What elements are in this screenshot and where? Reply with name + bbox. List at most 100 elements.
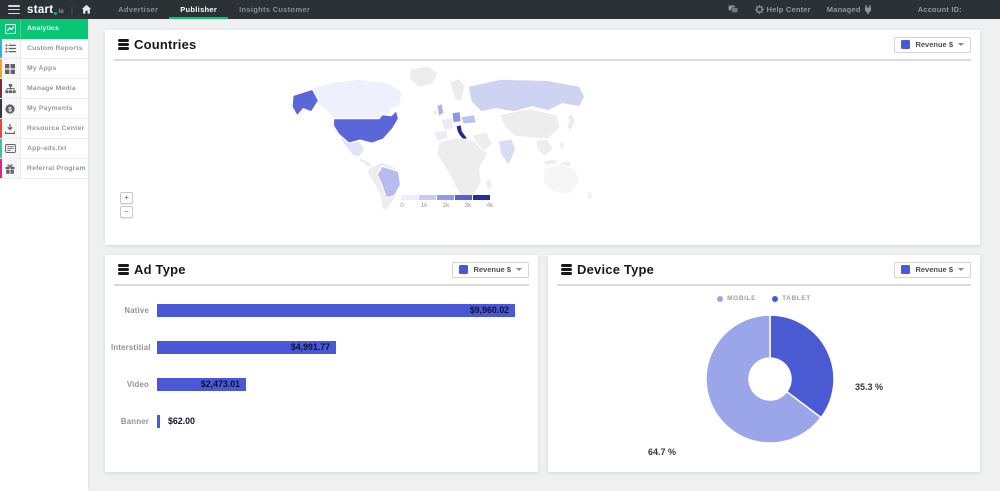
analytics-chart-icon <box>0 19 21 38</box>
sidebar-item-resource-center[interactable]: Resource Center <box>0 119 88 139</box>
map-country-mexico[interactable] <box>338 133 366 158</box>
metric-color-swatch <box>901 40 911 49</box>
map-country-africa[interactable] <box>436 137 488 200</box>
metric-color-swatch <box>459 265 469 274</box>
map-country-spain[interactable] <box>433 129 449 142</box>
bar-row-video: Video $2,473.01 <box>111 378 526 391</box>
main-tabs: Advertiser Publisher Insights Customer <box>107 0 321 19</box>
start-io-logo[interactable]: start io <box>27 4 64 16</box>
sidebar-item-my-payments[interactable]: $ My Payments <box>0 99 88 119</box>
bar-banner[interactable]: $62.00 <box>157 415 195 428</box>
metric-color-swatch <box>901 265 911 274</box>
ad-type-bar-chart: Native $9,960.02 Interstitial $4,991.77 … <box>105 286 538 428</box>
map-country-se-asia[interactable] <box>535 138 554 157</box>
bar-video[interactable]: $2,473.01 <box>157 378 246 391</box>
home-icon[interactable] <box>80 3 93 16</box>
bar-row-native: Native $9,960.02 <box>111 304 526 317</box>
map-country-canada[interactable] <box>311 78 403 120</box>
countries-card: Countries Revenue $ <box>105 30 980 245</box>
donut-slice-mobile[interactable] <box>705 314 823 444</box>
map-color-legend: - 0 1k 2k 3k 4k <box>389 189 494 209</box>
map-country-greenland[interactable] <box>409 65 439 88</box>
device-type-card-title: Device Type <box>577 262 655 277</box>
map-country-central-america[interactable] <box>358 156 374 168</box>
map-zoom-in-button[interactable]: + <box>120 192 133 204</box>
map-country-middle-east[interactable] <box>471 131 494 152</box>
logo-green-dot <box>54 11 58 15</box>
device-type-donut-chart: 35.3 % 64.7 % <box>548 302 980 462</box>
map-country-madagascar[interactable] <box>484 177 494 192</box>
map-country-japan[interactable] <box>565 113 577 132</box>
sidebar: Analytics Custom Reports My Apps Manage … <box>0 19 88 491</box>
device-type-legend: MOBILE TABLET <box>548 295 980 302</box>
sitemap-icon <box>0 79 21 98</box>
download-icon <box>0 119 21 138</box>
dollar-circle-icon: $ <box>0 99 21 118</box>
map-country-india[interactable] <box>498 138 517 166</box>
sidebar-item-analytics[interactable]: Analytics <box>0 19 88 39</box>
gear-icon <box>754 5 764 14</box>
tablet-percent-label: 35.3 % <box>855 382 884 392</box>
ad-type-card: Ad Type Revenue $ Native $9,960.02 Inter… <box>105 255 538 472</box>
map-country-russia[interactable] <box>467 78 586 113</box>
sidebar-item-my-apps[interactable]: My Apps <box>0 59 88 79</box>
tablet-legend-dot <box>772 295 779 302</box>
sidebar-item-manage-media[interactable]: Manage Media <box>0 79 88 99</box>
ad-type-card-title: Ad Type <box>134 262 186 277</box>
countries-metric-dropdown[interactable]: Revenue $ <box>894 36 971 53</box>
world-map-svg <box>291 65 594 211</box>
gift-icon <box>0 159 21 178</box>
separator: | <box>70 4 74 15</box>
map-country-germany[interactable] <box>451 111 462 124</box>
map-country-china[interactable] <box>499 108 561 140</box>
mobile-percent-label: 64.7 % <box>648 447 677 457</box>
tab-insights-customer[interactable]: Insights Customer <box>239 5 311 14</box>
tab-advertiser[interactable]: Advertiser <box>118 5 159 14</box>
map-country-philippines[interactable] <box>558 140 565 150</box>
logo-suffix: io <box>58 8 64 15</box>
stack-icon <box>118 39 129 50</box>
map-country-new-zealand[interactable] <box>586 190 594 201</box>
mobile-legend-dot <box>717 295 724 302</box>
donut-svg <box>705 314 835 444</box>
card-icon <box>0 139 21 158</box>
top-navigation-bar: start io | Advertiser Publisher Insights… <box>0 0 1000 19</box>
sidebar-item-referral-program[interactable]: Referral Program <box>0 159 88 179</box>
stack-icon <box>118 264 129 275</box>
device-type-card: Device Type Revenue $ MOBILE TABLET 35.3… <box>548 255 980 472</box>
map-country-eastern-europe[interactable] <box>460 114 477 125</box>
bar-row-banner: Banner $62.00 <box>120 415 195 428</box>
map-zoom-out-button[interactable]: − <box>120 206 133 218</box>
map-country-alaska[interactable] <box>291 88 319 117</box>
legend-item-mobile: MOBILE <box>717 295 756 302</box>
bar-interstitial[interactable]: $4,991.77 <box>157 341 336 354</box>
account-id-label: Account ID: <box>917 5 962 14</box>
bar-row-interstitial: Interstitial $4,991.77 <box>111 341 526 354</box>
bar-native[interactable]: $9,960.02 <box>157 304 515 317</box>
ad-type-metric-dropdown[interactable]: Revenue $ <box>452 261 529 278</box>
managed-menu[interactable]: Managed <box>827 5 872 14</box>
help-center-link[interactable]: Help Center <box>754 5 811 14</box>
tab-publisher[interactable]: Publisher <box>169 0 228 19</box>
map-country-ireland[interactable] <box>432 109 438 117</box>
chevron-down-icon <box>958 43 964 46</box>
sidebar-item-app-ads-txt[interactable]: App-ads.txt <box>0 139 88 159</box>
map-country-france[interactable] <box>440 117 455 133</box>
chat-icon[interactable] <box>728 5 739 14</box>
hamburger-menu-icon[interactable] <box>8 5 20 14</box>
plug-icon <box>864 5 871 14</box>
sidebar-item-custom-reports[interactable]: Custom Reports <box>0 39 88 59</box>
map-country-australia[interactable] <box>542 163 581 195</box>
map-country-brazil[interactable] <box>376 165 401 199</box>
grid-icon <box>0 59 21 78</box>
legend-item-tablet: TABLET <box>772 295 811 302</box>
countries-card-title: Countries <box>134 37 197 52</box>
donut-slice-tablet[interactable] <box>769 314 835 419</box>
world-choropleth-map[interactable] <box>283 62 617 214</box>
map-country-uk[interactable] <box>436 103 445 118</box>
logo-text: start <box>27 3 54 16</box>
map-country-scandinavia[interactable] <box>449 77 466 103</box>
chevron-down-icon <box>958 268 964 271</box>
device-type-metric-dropdown[interactable]: Revenue $ <box>894 261 971 278</box>
stack-icon <box>561 264 572 275</box>
